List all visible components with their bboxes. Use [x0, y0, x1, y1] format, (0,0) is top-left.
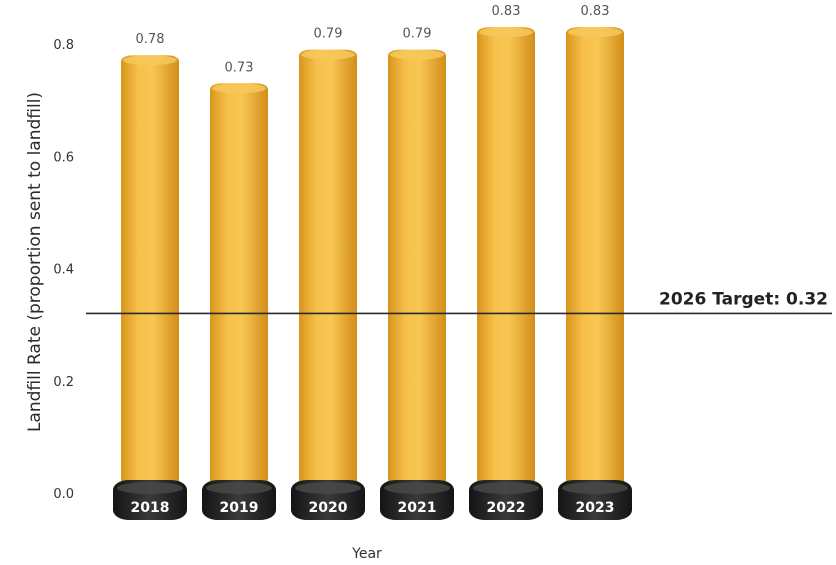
data-label: 0.83	[581, 4, 610, 19]
x-tick-label: 2019	[220, 500, 259, 516]
target: 2026 Target: 0.32	[86, 289, 832, 315]
y-axis-ticks: 0.0 0.2 0.4 0.6 0.8	[53, 38, 74, 502]
data-label: 0.73	[225, 60, 254, 75]
bar-base-rim	[384, 482, 450, 494]
bar-cap	[479, 27, 533, 38]
bar-group: 2021 0.79	[380, 27, 454, 520]
y-tick-label: 0.0	[53, 487, 74, 502]
data-label: 0.83	[492, 4, 521, 19]
bar-cap	[301, 49, 355, 60]
bar-cap	[123, 55, 177, 66]
x-axis-title: Year	[351, 546, 382, 562]
bar-cap	[390, 49, 444, 60]
bar-group: 2023 0.83	[558, 4, 632, 520]
bars: 2018 0.78 2019 0.73 2020 0.79 2021 0.79 2022 0.83…	[113, 4, 632, 520]
bar	[388, 49, 446, 489]
bar-group: 2019 0.73	[202, 60, 276, 520]
y-tick-label: 0.4	[53, 263, 74, 278]
target-label: 2026 Target: 0.32	[659, 289, 828, 309]
bar-base-rim	[562, 482, 628, 494]
bar-base-rim	[295, 482, 361, 494]
y-tick-label: 0.6	[53, 150, 74, 165]
bar	[566, 27, 624, 488]
bar	[210, 83, 268, 488]
bar-cap	[212, 83, 266, 94]
y-axis-title: Landfill Rate (proportion sent to landfi…	[25, 92, 45, 432]
bar	[121, 55, 179, 488]
data-label: 0.79	[403, 27, 432, 42]
bar	[477, 27, 535, 488]
x-tick-label: 2018	[131, 500, 170, 516]
bar-base-rim	[473, 482, 539, 494]
bar-group: 2022 0.83	[469, 4, 543, 520]
y-tick-label: 0.8	[53, 38, 74, 53]
bar-base-rim	[206, 482, 272, 494]
x-tick-label: 2021	[398, 500, 437, 516]
bar-cap	[568, 27, 622, 38]
data-label: 0.79	[314, 27, 343, 42]
x-tick-label: 2020	[309, 500, 348, 516]
bar-group: 2020 0.79	[291, 27, 365, 520]
bar	[299, 49, 357, 489]
x-tick-label: 2022	[487, 500, 526, 516]
data-label: 0.78	[136, 32, 165, 47]
y-tick-label: 0.2	[53, 375, 74, 390]
bar-group: 2018 0.78	[113, 32, 187, 520]
bar-base-rim	[117, 482, 183, 494]
x-tick-label: 2023	[576, 500, 615, 516]
